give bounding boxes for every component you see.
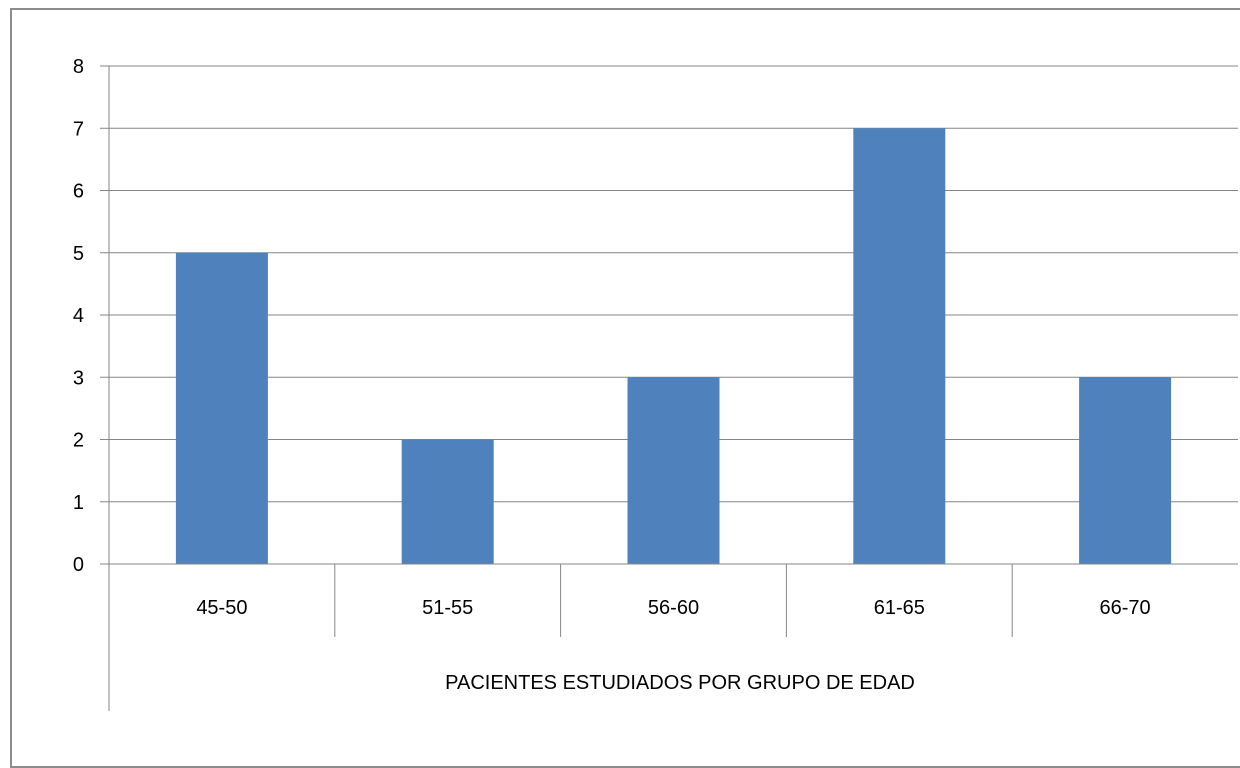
x-tick-label: 61-65 bbox=[874, 597, 925, 619]
y-axis-ticks: 0 1 2 3 4 5 6 7 8 bbox=[73, 56, 109, 576]
bar-56-60 bbox=[627, 377, 720, 564]
x-axis-ticks: 45-50 51-55 56-60 61-65 66-70 bbox=[196, 564, 1151, 637]
bar-51-55 bbox=[401, 439, 494, 564]
y-tick-label: 4 bbox=[73, 305, 84, 327]
bar-66-70 bbox=[1079, 377, 1172, 564]
x-tick-label: 45-50 bbox=[196, 597, 247, 619]
y-tick-label: 8 bbox=[73, 56, 84, 78]
y-tick-label: 7 bbox=[73, 118, 84, 140]
y-tick-label: 0 bbox=[73, 554, 84, 576]
bar-61-65 bbox=[853, 128, 946, 564]
x-tick-label: 56-60 bbox=[648, 597, 699, 619]
y-tick-label: 2 bbox=[73, 430, 84, 452]
bar-chart: 0 1 2 3 4 5 6 7 8 45-50 51-55 56-60 61-65 66-70 PACI… bbox=[73, 56, 1238, 711]
bar-45-50 bbox=[175, 252, 268, 564]
axes bbox=[108, 66, 1238, 711]
x-tick-label: 51-55 bbox=[422, 597, 473, 619]
x-tick-label: 66-70 bbox=[1100, 597, 1151, 619]
bars bbox=[175, 128, 1172, 564]
y-tick-label: 6 bbox=[73, 181, 84, 203]
y-tick-label: 1 bbox=[73, 492, 84, 514]
y-tick-label: 5 bbox=[73, 243, 84, 265]
y-tick-label: 3 bbox=[73, 367, 84, 389]
x-axis-title: PACIENTES ESTUDIADOS POR GRUPO DE EDAD bbox=[445, 672, 915, 694]
